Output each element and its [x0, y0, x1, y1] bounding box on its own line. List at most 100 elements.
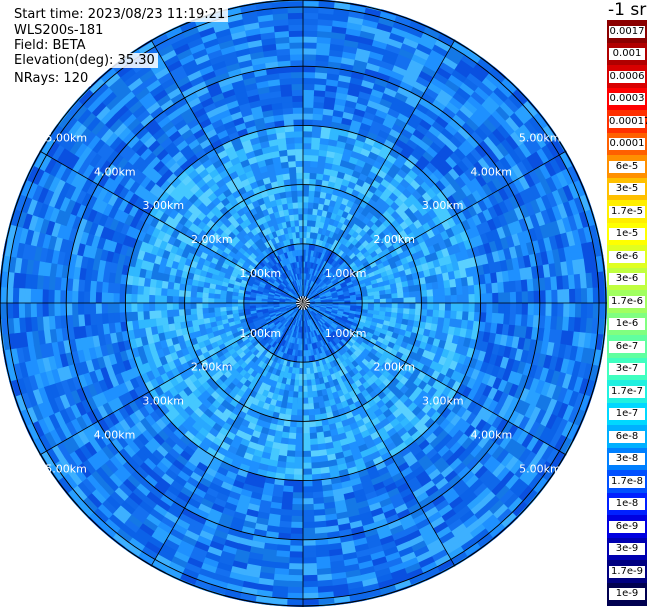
ppi-cell — [303, 172, 311, 179]
ppi-cell — [302, 368, 307, 375]
ppi-cell — [292, 391, 299, 399]
ppi-cell — [310, 249, 315, 257]
ppi-cell — [302, 456, 312, 464]
ppi-cell — [189, 411, 200, 423]
ppi-cell — [384, 113, 398, 124]
ppi-cell — [337, 323, 345, 330]
ppi-cell — [429, 157, 442, 170]
ppi-cell — [195, 335, 204, 344]
ppi-cell — [360, 286, 368, 291]
ppi-cell — [156, 365, 166, 376]
ppi-cell — [342, 254, 350, 262]
ppi-cell — [302, 557, 317, 564]
ppi-cell — [283, 340, 289, 348]
ppi-cell — [187, 426, 199, 437]
ppi-cell — [328, 341, 335, 349]
ppi-cell — [306, 361, 310, 369]
ppi-cell — [580, 288, 588, 304]
ppi-cell — [383, 139, 396, 150]
ppi-cell — [461, 386, 473, 399]
ppi-cell — [394, 117, 408, 129]
ppi-cell — [272, 484, 284, 492]
ppi-cell — [423, 533, 440, 547]
ppi-cell — [212, 436, 224, 447]
ppi-cell — [314, 303, 322, 305]
ppi-cell — [286, 372, 292, 380]
ppi-cell — [276, 344, 282, 351]
ppi-cell — [453, 445, 467, 459]
ppi-cell — [334, 336, 341, 343]
ppi-cell — [316, 328, 321, 336]
ppi-cell — [278, 345, 284, 353]
ppi-cell — [579, 317, 588, 334]
ppi-cell — [502, 224, 512, 238]
ppi-cell — [354, 53, 370, 63]
ppi-cell — [315, 60, 329, 68]
ppi-cell — [36, 302, 43, 317]
ppi-cell — [462, 294, 470, 304]
ppi-cell — [533, 226, 544, 241]
ppi-cell — [422, 150, 435, 163]
ppi-cell — [255, 302, 262, 306]
ppi-cell — [275, 369, 281, 377]
ppi-cell — [528, 473, 543, 491]
ppi-cell — [306, 314, 309, 321]
ppi-cell — [6, 302, 14, 319]
ppi-cell — [305, 326, 308, 333]
ppi-cell — [218, 328, 226, 335]
ppi-cell — [420, 528, 437, 542]
ppi-cell — [236, 326, 244, 333]
ppi-cell — [79, 360, 90, 375]
ppi-cell — [534, 379, 546, 395]
ppi-cell — [379, 404, 389, 414]
ppi-cell — [351, 278, 359, 284]
ppi-cell — [230, 565, 247, 576]
ppi-cell — [37, 260, 46, 276]
ppi-cell — [483, 118, 498, 133]
ppi-cell — [36, 274, 44, 290]
ppi-cell — [311, 244, 316, 251]
ppi-cell — [466, 400, 478, 414]
ppi-cell — [77, 462, 92, 479]
ppi-cell — [335, 272, 342, 279]
ppi-cell — [328, 273, 335, 280]
ppi-cell — [304, 291, 308, 298]
ppi-cell — [232, 313, 240, 318]
ppi-cell — [455, 277, 463, 288]
ppi-cell — [322, 108, 334, 116]
ppi-cell — [73, 362, 84, 377]
ppi-cell — [381, 92, 396, 104]
ppi-cell — [182, 386, 193, 397]
ppi-cell — [173, 322, 182, 331]
ppi-cell — [413, 81, 428, 93]
ppi-cell — [219, 512, 234, 524]
ppi-cell — [232, 288, 240, 293]
ppi-cell — [317, 24, 333, 33]
ppi-cell — [311, 324, 316, 332]
ppi-cell — [367, 291, 375, 297]
ppi-cell — [479, 312, 487, 323]
ppi-cell — [312, 309, 319, 314]
ppi-cell — [513, 444, 527, 461]
ppi-cell — [311, 310, 317, 316]
ppi-cell — [310, 288, 315, 294]
ppi-cell — [349, 346, 357, 354]
ppi-cell — [309, 312, 314, 319]
ppi-cell — [302, 486, 313, 493]
ppi-cell — [432, 205, 443, 217]
ppi-cell — [207, 302, 215, 308]
ppi-cell — [438, 482, 453, 496]
ppi-cell — [388, 404, 399, 414]
ppi-cell — [205, 417, 216, 428]
ppi-cell — [294, 456, 303, 464]
ppi-cell — [104, 459, 119, 474]
ppi-cell — [414, 435, 427, 447]
ppi-cell — [119, 293, 126, 303]
ppi-cell — [130, 302, 138, 312]
ppi-cell — [142, 310, 150, 320]
ppi-cell — [285, 299, 292, 302]
ppi-cell — [160, 309, 168, 318]
ppi-cell — [440, 465, 454, 479]
ppi-cell — [164, 410, 176, 423]
ppi-cell — [501, 120, 516, 136]
